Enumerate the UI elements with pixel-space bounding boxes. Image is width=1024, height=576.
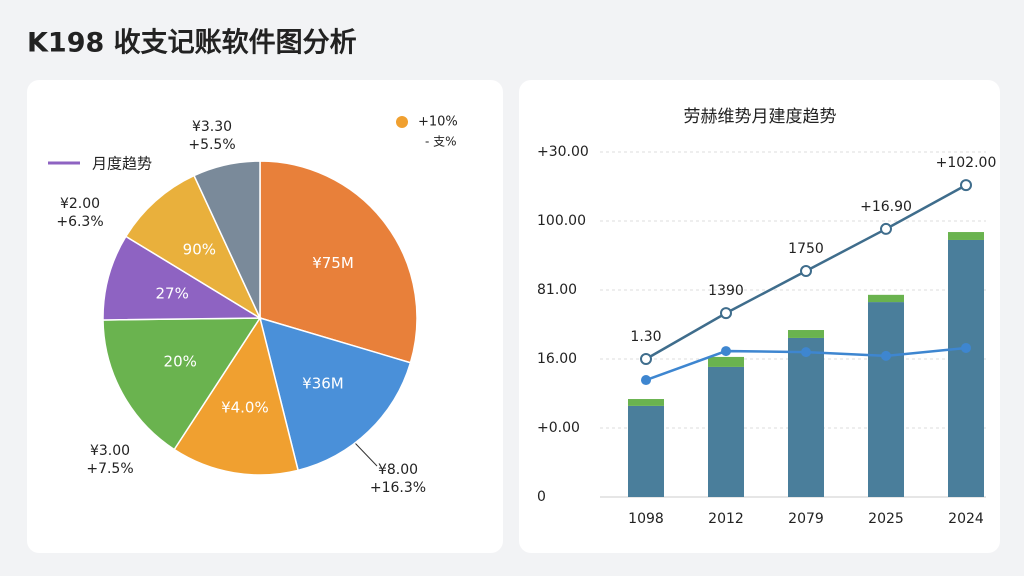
pie-slice — [258, 316, 412, 472]
point — [961, 342, 971, 353]
x-tick-label: 2079 — [788, 511, 824, 527]
point — [960, 179, 972, 192]
chart-title: 劳赫维势月建度趋势 — [684, 107, 837, 127]
annotation: +5.5% — [188, 137, 235, 153]
bar — [788, 337, 824, 497]
legend-marker — [396, 116, 408, 128]
point — [720, 307, 732, 320]
annotation: +16.3% — [370, 480, 426, 496]
point — [800, 265, 812, 278]
y-tick-label: 100.00 — [537, 213, 586, 229]
point — [801, 347, 811, 358]
point — [641, 375, 651, 386]
y-tick-label: 16.00 — [537, 351, 577, 367]
x-tick-label: 2012 — [708, 511, 744, 527]
pie-slice — [102, 317, 262, 451]
bar — [708, 356, 744, 367]
legend-label: +10% — [418, 115, 458, 130]
bar — [868, 302, 904, 497]
point-label: 1750 — [788, 241, 824, 257]
legend-label: 月度趋势 — [92, 155, 152, 173]
x-tick-label: 2025 — [868, 511, 904, 527]
page-title: K198 收支记账软件图分析 — [27, 28, 357, 59]
y-tick-label: 81.00 — [537, 282, 577, 298]
point-label: 1390 — [708, 283, 744, 299]
annotation: ¥2.00 — [60, 196, 100, 212]
annotation: ¥3.00 — [90, 443, 130, 459]
point — [880, 222, 892, 235]
bar — [628, 405, 664, 497]
pie-slice — [193, 160, 261, 319]
pie-slice — [259, 160, 418, 364]
slice-label: ¥75M — [312, 254, 354, 272]
x-tick-label: 1098 — [628, 511, 664, 527]
bar — [628, 399, 664, 406]
bar — [948, 239, 984, 497]
y-tick-label: 0 — [537, 489, 546, 505]
card — [519, 80, 1000, 553]
point — [721, 346, 731, 357]
slice-label: 20% — [164, 352, 197, 370]
x-tick-label: 2024 — [948, 511, 984, 527]
bar — [788, 330, 824, 338]
annotation: +7.5% — [86, 461, 133, 477]
annotation: +6.3% — [56, 214, 103, 230]
slice-label: 90% — [183, 241, 216, 259]
annotation: ¥3.30 — [192, 119, 232, 135]
point-label: 1.30 — [630, 329, 661, 345]
slice-label: ¥4.0% — [221, 398, 269, 416]
slice-label: ¥36M — [302, 374, 344, 392]
y-tick-label: +0.00 — [537, 420, 580, 436]
leader-line — [354, 442, 378, 467]
bar — [948, 232, 984, 240]
point-label: +102.00 — [936, 155, 997, 171]
y-tick-label: +30.00 — [537, 144, 589, 160]
legend-note: - 支% — [425, 135, 457, 149]
point — [881, 350, 891, 361]
pie-slice — [124, 174, 262, 320]
point-label: +16.90 — [860, 199, 912, 215]
bar — [868, 294, 904, 303]
pie-slice — [173, 316, 299, 476]
point — [640, 353, 652, 365]
pie-slice — [102, 235, 263, 321]
annotation: ¥8.00 — [378, 462, 418, 478]
bar — [708, 366, 744, 497]
slice-label: 27% — [155, 284, 188, 302]
